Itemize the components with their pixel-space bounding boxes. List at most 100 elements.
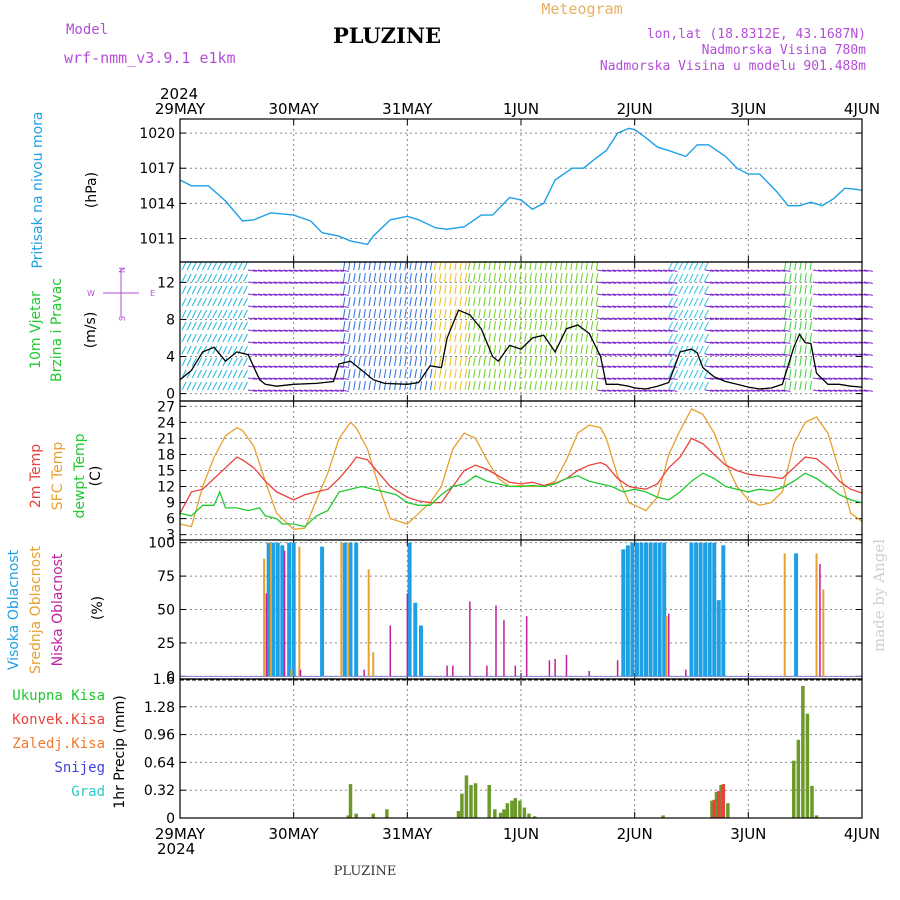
- wind-arrow: [232, 285, 238, 295]
- wind-arrow: [319, 305, 329, 308]
- wind-arrow: [467, 273, 471, 283]
- wind-arrow: [688, 261, 694, 271]
- wind-arrow: [191, 333, 197, 343]
- wind-arrow: [429, 345, 433, 355]
- wind-arrow: [273, 365, 283, 368]
- low-cloud-bar: [685, 669, 687, 677]
- wind-arrow: [493, 285, 497, 295]
- high-cloud-bar: [662, 542, 667, 677]
- wind-arrow: [809, 261, 813, 271]
- wind-arrow: [725, 293, 735, 296]
- wind-arrow: [339, 389, 349, 392]
- wind-arrow: [186, 285, 192, 295]
- wind-arrow: [781, 281, 791, 284]
- wind-arrow: [368, 333, 372, 343]
- wind-arrow: [683, 309, 689, 319]
- wind-arrow: [513, 333, 517, 343]
- wind-arrow: [252, 353, 263, 356]
- wind-arrow: [799, 285, 802, 295]
- wind-arrow: [766, 293, 776, 296]
- wind-arrow: [524, 309, 527, 319]
- wind-arrow: [433, 297, 437, 307]
- wind-arrow: [776, 269, 786, 272]
- wind-arrow: [607, 389, 617, 392]
- wind-arrow: [725, 377, 735, 380]
- wind-arrow: [730, 341, 740, 344]
- wind-arrow: [242, 369, 248, 379]
- wind-arrow: [693, 285, 699, 295]
- low-cloud-bar: [668, 613, 670, 677]
- wind-arrow: [704, 269, 714, 272]
- wind-arrow: [212, 369, 218, 379]
- wind-arrow: [575, 357, 578, 367]
- wind-arrow: [467, 345, 471, 355]
- low-cloud-bar: [363, 669, 365, 677]
- wind-arrow: [273, 329, 283, 332]
- wind-arrow: [612, 329, 622, 332]
- wind-arrow: [794, 309, 797, 319]
- wind-arrow: [570, 345, 573, 355]
- wind-arrow: [473, 309, 476, 319]
- wind-arrow: [668, 281, 678, 284]
- wind-arrow: [339, 293, 349, 296]
- wind-arrow: [464, 321, 468, 331]
- wind-arrow: [383, 369, 387, 379]
- wind-arrow: [467, 333, 471, 343]
- wind-arrow: [812, 329, 822, 332]
- wind-arrow: [812, 293, 822, 296]
- total-precip-bar: [814, 815, 819, 818]
- time-label-bottom: 29MAY: [155, 825, 206, 843]
- wind-arrow: [560, 273, 563, 283]
- wind-arrow: [539, 309, 543, 319]
- wind-arrow: [363, 273, 366, 283]
- legend-snow: Snijeg: [54, 760, 105, 776]
- wind-arrow: [585, 261, 589, 271]
- wind-arrow: [823, 293, 833, 296]
- convective-precip-bar: [717, 791, 721, 818]
- wind-arrow: [750, 317, 760, 320]
- wind-arrow: [539, 273, 543, 283]
- wind-arrow: [358, 357, 361, 367]
- wind-arrow: [725, 389, 735, 392]
- wind-arrow: [438, 261, 442, 271]
- wind-arrow: [237, 297, 243, 307]
- wind-arrow: [529, 285, 532, 295]
- wind-arrow: [227, 309, 233, 319]
- wind-arrow: [388, 321, 392, 331]
- wind-arrow: [688, 297, 694, 307]
- wind-arrow: [273, 353, 283, 356]
- wind-arrow: [761, 377, 771, 380]
- wind-arrow: [848, 317, 858, 320]
- credit-watermark: made by Angel: [870, 539, 888, 652]
- wind-arrow: [454, 345, 457, 355]
- wind-arrow: [394, 297, 397, 307]
- wind-arrow: [809, 297, 813, 307]
- wind-arrow: [378, 285, 382, 295]
- wind-arrow: [242, 309, 248, 319]
- total-precip-bar: [532, 816, 537, 818]
- wind-arrow: [263, 281, 273, 284]
- wind-arrow: [750, 353, 760, 356]
- wind-arrow: [258, 341, 268, 344]
- wind-arrow: [252, 317, 263, 320]
- wind-arrow: [419, 381, 423, 391]
- wind-arrow: [607, 281, 617, 284]
- wind-arrow: [373, 333, 377, 343]
- low-cloud-bar: [389, 625, 392, 677]
- total-precip-bar: [796, 739, 801, 818]
- wind-arrow: [464, 333, 468, 343]
- wind-arrow: [348, 321, 351, 331]
- wind-arrow: [565, 297, 568, 307]
- wind-arrow: [488, 285, 491, 295]
- wind-arrow: [653, 377, 663, 380]
- wind-arrow: [196, 345, 202, 355]
- wind-arrow: [404, 261, 407, 271]
- wind-arrow: [698, 309, 704, 319]
- wind-arrow: [383, 321, 387, 331]
- wind-arrow: [678, 309, 684, 319]
- wind-arrow: [433, 285, 437, 295]
- wind-arrow: [252, 269, 263, 272]
- wind-arrow: [529, 345, 532, 355]
- wind-arrow: [637, 329, 647, 332]
- wind-arrow: [735, 293, 745, 296]
